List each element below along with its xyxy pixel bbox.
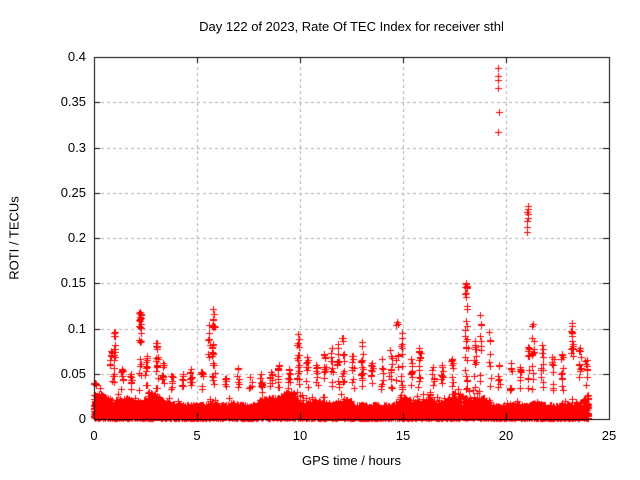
y-tick-label: 0.35 (60, 94, 86, 109)
y-tick-label: 0.3 (67, 140, 86, 155)
x-axis-label: GPS time / hours (302, 453, 401, 468)
y-tick-label: 0.1 (67, 321, 86, 336)
x-tick-label: 25 (601, 428, 617, 443)
y-tick-label: 0.05 (60, 366, 86, 381)
y-tick-label: 0.4 (67, 49, 86, 64)
x-tick-label: 0 (90, 428, 98, 443)
x-tick-label: 10 (292, 428, 308, 443)
y-tick-label: 0.2 (67, 230, 86, 245)
x-tick-label: 15 (395, 428, 411, 443)
x-tick-label: 5 (193, 428, 201, 443)
y-tick-label: 0.25 (60, 185, 86, 200)
x-tick-label: 20 (498, 428, 514, 443)
y-axis-label: ROTI / TECUs (6, 196, 22, 280)
y-tick-label: 0.15 (60, 275, 86, 290)
y-tick-label: 0 (78, 411, 86, 426)
chart-title: Day 122 of 2023, Rate Of TEC Index for r… (199, 19, 504, 34)
